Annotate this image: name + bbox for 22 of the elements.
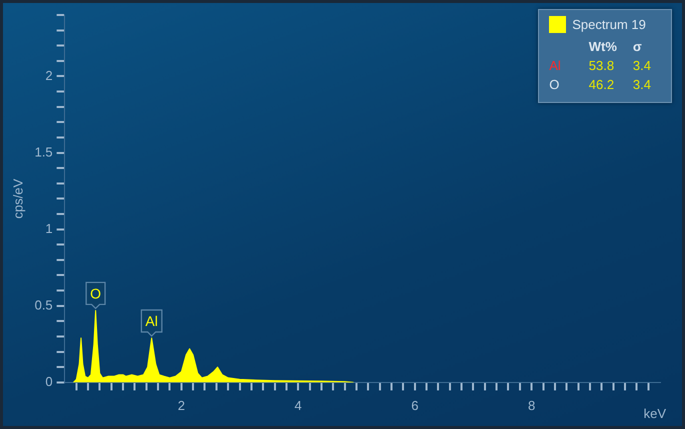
x-tick-label: 8 <box>528 398 536 413</box>
y-tick-label: 2 <box>45 68 53 83</box>
annotation: 46.2 <box>588 76 616 94</box>
y-tick-label: 0.5 <box>34 297 53 312</box>
legend-label: Spectrum 19 <box>572 17 646 32</box>
y-tick-label: 1.5 <box>34 144 53 160</box>
x-tick-label: 6 <box>411 398 418 413</box>
x-tick-label: 2 <box>178 398 186 413</box>
annotation: O <box>90 285 102 302</box>
annotation: 3.4 <box>632 57 652 75</box>
y-tick-label: 0 <box>45 374 53 389</box>
y-tick-label: 1 <box>45 220 53 236</box>
annotation: Al <box>549 57 562 75</box>
annotation: 3.4 <box>632 76 652 94</box>
annotation: Wt% <box>588 38 618 56</box>
annotation: Al <box>145 312 158 329</box>
x-axis-title: keV <box>644 406 666 422</box>
x-tick-label: 4 <box>294 398 302 413</box>
y-axis-title: cps/eV <box>10 178 26 219</box>
annotation: σ <box>632 38 643 56</box>
annotation: O <box>549 76 560 94</box>
annotation: 53.8 <box>588 57 616 75</box>
